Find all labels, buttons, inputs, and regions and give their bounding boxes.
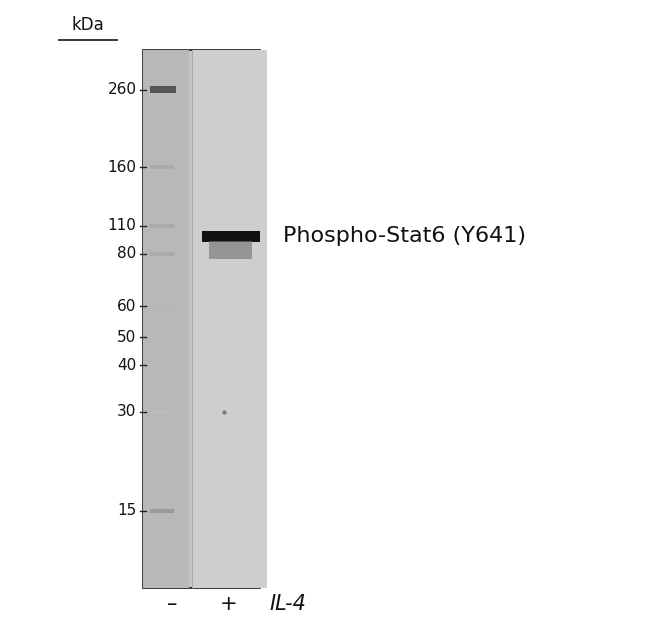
Bar (150, 86, 176, 93)
Text: –: – (167, 594, 177, 613)
Bar (209, 241, 252, 259)
Bar (150, 509, 174, 513)
Bar (150, 251, 174, 256)
Bar (150, 165, 174, 169)
Bar (150, 410, 174, 413)
Bar (202, 231, 260, 242)
Text: 15: 15 (117, 503, 136, 518)
Bar (150, 224, 174, 228)
Bar (143, 50, 188, 588)
Text: 40: 40 (117, 358, 136, 373)
Text: +: + (220, 594, 238, 613)
Text: 260: 260 (107, 82, 136, 97)
Text: kDa: kDa (72, 16, 104, 34)
Bar (143, 50, 260, 588)
Text: 160: 160 (107, 160, 136, 175)
Text: 50: 50 (117, 330, 136, 345)
Bar (150, 335, 174, 339)
Text: 60: 60 (117, 299, 136, 314)
Text: Phospho-Stat6 (Y641): Phospho-Stat6 (Y641) (283, 227, 526, 246)
Bar (150, 363, 174, 367)
Text: 80: 80 (117, 246, 136, 261)
Text: IL-4: IL-4 (270, 594, 307, 613)
Bar (150, 305, 174, 308)
Bar (192, 50, 266, 588)
Text: 110: 110 (108, 219, 136, 233)
Text: 30: 30 (117, 404, 136, 419)
